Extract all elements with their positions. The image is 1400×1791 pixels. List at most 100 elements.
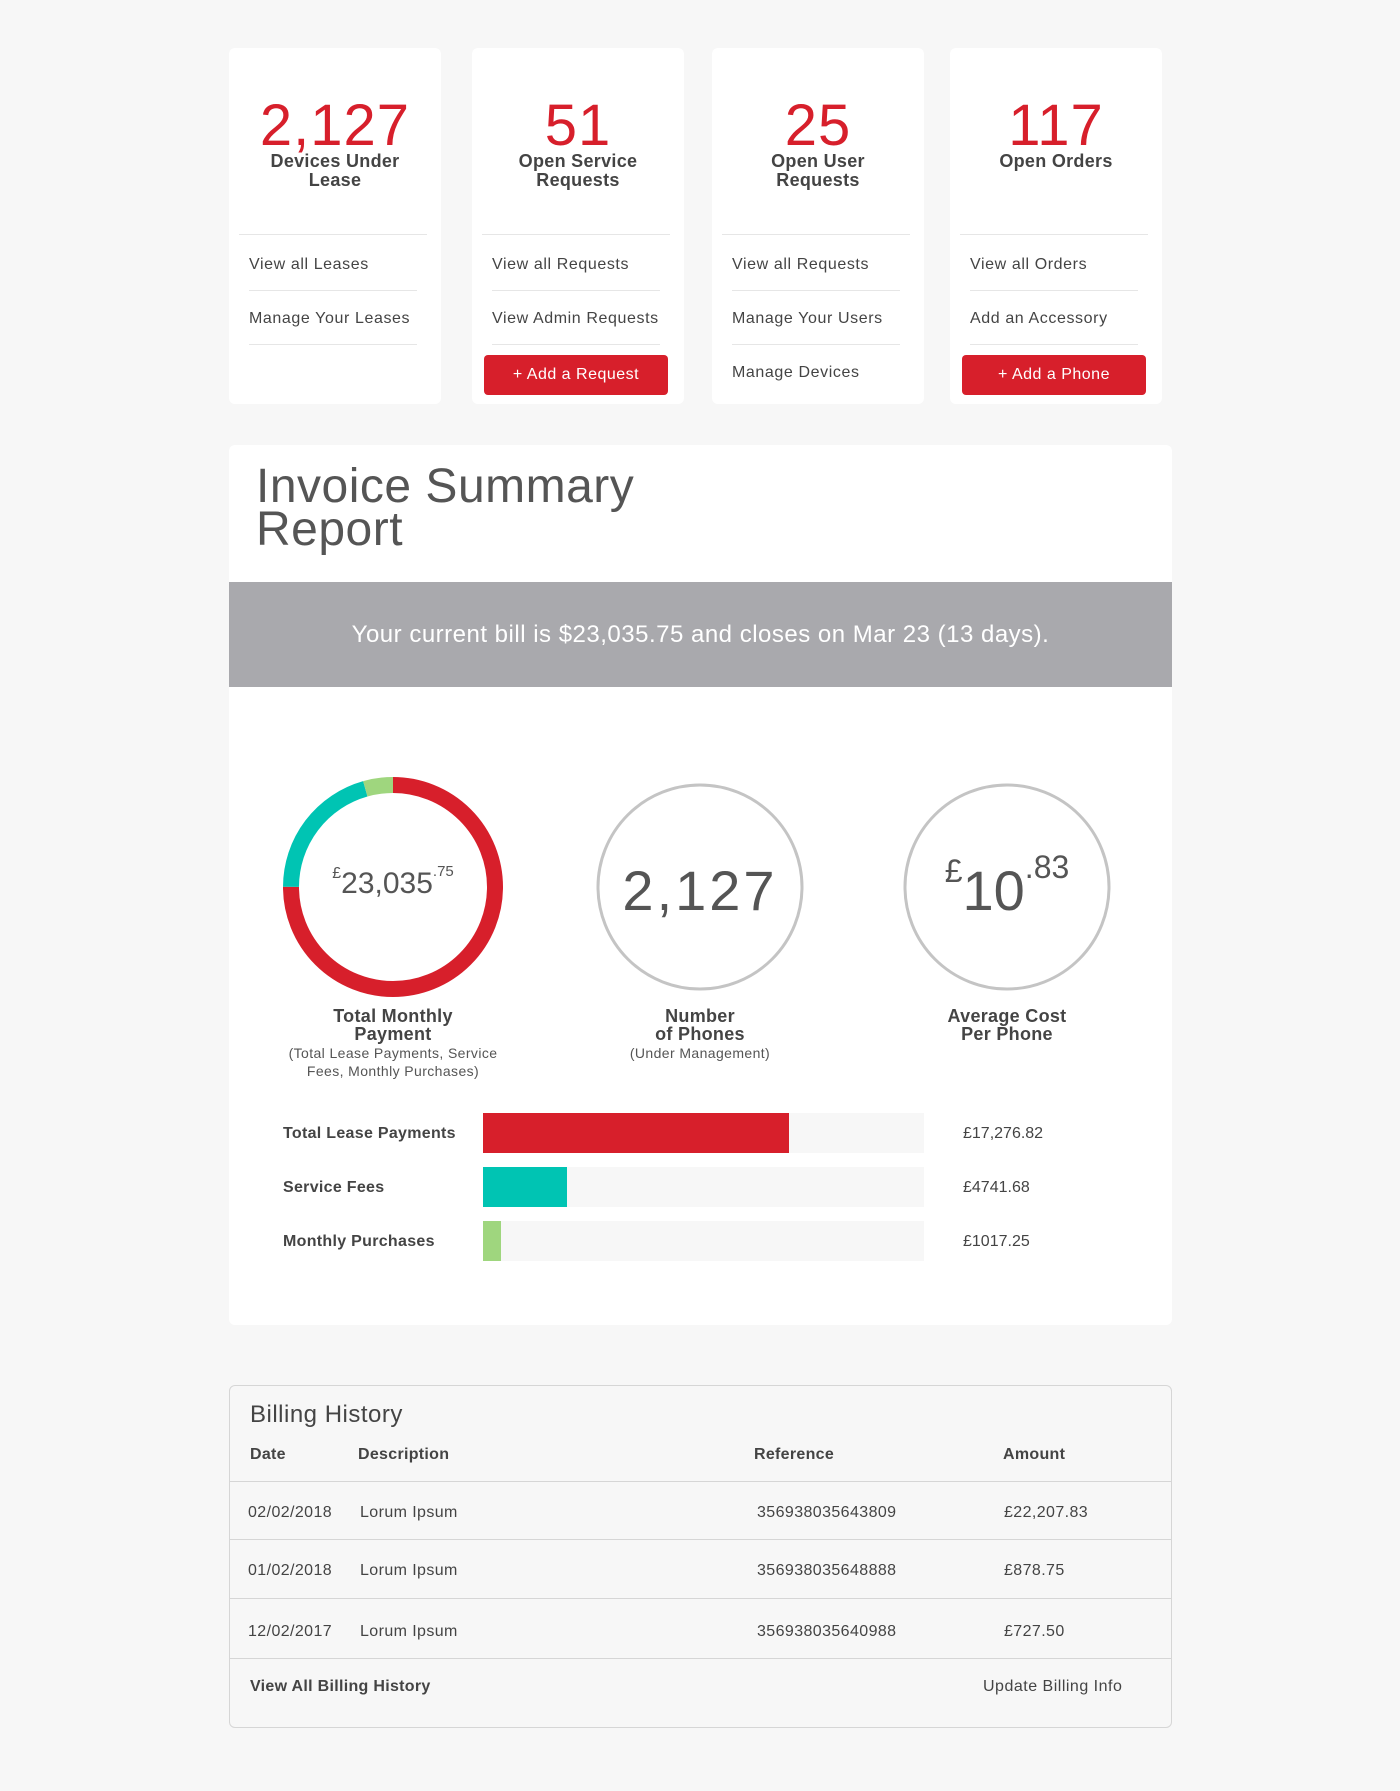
phones-count: 2,127 [622, 859, 778, 922]
divider [970, 344, 1138, 345]
devices-count: 2,127 [259, 93, 411, 158]
stat-card-devices: 2,127 Devices Under Lease View all Lease… [229, 48, 441, 404]
avg-ring [903, 783, 1111, 991]
invoice-summary-panel: Invoice Summary Report Your current bill… [229, 445, 1172, 1325]
add-accessory-link[interactable]: Add an Accessory [970, 310, 1108, 327]
devices-label: Devices Under Lease [270, 151, 400, 190]
row-date: 02/02/2018 [248, 1504, 333, 1521]
bar-label-lease: Total Lease Payments [283, 1125, 456, 1142]
total-label-line1: Total Monthly [333, 1006, 453, 1026]
phones-circle: 2,127 [595, 782, 805, 992]
bar-value-lease: £17,276.82 [963, 1125, 1044, 1142]
billing-title: Billing History [250, 1401, 403, 1428]
col-reference: Reference [754, 1446, 835, 1463]
divider [492, 344, 660, 345]
row-amount: £22,207.83 [1004, 1504, 1089, 1521]
divider [732, 344, 900, 345]
service-requests-label: Open Service Requests [518, 151, 638, 190]
current-bill-banner: Your current bill is $23,035.75 and clos… [229, 582, 1172, 687]
avg-cost-circle: £10.83 [902, 782, 1112, 992]
stat-card-user-requests: 25 Open User Requests View all Requests … [712, 48, 924, 404]
phones-ring [596, 783, 804, 991]
divider [732, 290, 900, 291]
divider [722, 234, 910, 235]
col-amount: Amount [1003, 1446, 1066, 1463]
divider [239, 234, 427, 235]
manage-leases-link[interactable]: Manage Your Leases [249, 310, 411, 327]
avg-label-line2: Per Phone [961, 1024, 1053, 1044]
row-date: 01/02/2018 [248, 1562, 333, 1579]
bar-lease [483, 1113, 789, 1153]
bar-value-service: £4741.68 [963, 1179, 1030, 1196]
phones-sublabel: (Under Management) [629, 1045, 771, 1061]
avg-whole: 10 [962, 859, 1025, 922]
divider [970, 290, 1138, 291]
view-admin-requests-link[interactable]: View Admin Requests [492, 310, 659, 327]
view-all-leases-link[interactable]: View all Leases [249, 256, 369, 273]
service-requests-count: 51 [544, 93, 612, 158]
divider [960, 234, 1148, 235]
avg-cost-label: Average Cost Per Phone [887, 1007, 1127, 1043]
invoice-title-line1: Invoice Summary [256, 460, 635, 513]
bar-label-service: Service Fees [283, 1179, 385, 1196]
row-divider [230, 1539, 1171, 1540]
invoice-title: Invoice Summary Report [256, 460, 856, 556]
row-description: Lorum Ipsum [360, 1504, 458, 1521]
row-divider [230, 1481, 1171, 1482]
total-currency: £ [332, 865, 342, 882]
bar-purchases [483, 1221, 501, 1261]
avg-cost-value: £10.83 [902, 849, 1112, 923]
avg-fraction: .83 [1024, 849, 1070, 886]
row-reference: 356938035640988 [757, 1623, 897, 1640]
stat-card-service-requests: 51 Open Service Requests View all Reques… [472, 48, 684, 404]
col-date: Date [250, 1446, 286, 1463]
phones-label: Number of Phones [580, 1007, 820, 1043]
total-label-line2: Payment [354, 1024, 432, 1044]
donut-segment-purchases [283, 777, 503, 997]
total-fraction: .75 [432, 863, 454, 880]
user-requests-count: 25 [784, 93, 852, 158]
bar-track-service [483, 1167, 924, 1207]
avg-currency: £ [944, 853, 963, 890]
row-description: Lorum Ipsum [360, 1623, 458, 1640]
view-all-user-requests-link[interactable]: View all Requests [732, 256, 870, 273]
row-date: 12/02/2017 [248, 1623, 333, 1640]
divider [249, 344, 417, 345]
invoice-title-line2: Report [256, 503, 404, 556]
total-payment-donut: £23,035.75 [281, 775, 505, 999]
add-request-button[interactable]: + Add a Request [484, 355, 668, 395]
view-all-orders-link[interactable]: View all Orders [970, 256, 1088, 273]
bar-track-lease [483, 1113, 924, 1153]
bar-service [483, 1167, 567, 1207]
total-payment-label: Total Monthly Payment [273, 1007, 513, 1043]
row-divider [230, 1658, 1171, 1659]
stat-card-orders: 117 Open Orders View all Orders Add an A… [950, 48, 1162, 404]
billing-history-panel: Billing History Date Description Referen… [229, 1385, 1172, 1728]
row-description: Lorum Ipsum [360, 1562, 458, 1579]
divider [249, 290, 417, 291]
divider [492, 290, 660, 291]
col-description: Description [358, 1446, 450, 1463]
update-billing-link[interactable]: Update Billing Info [983, 1678, 1123, 1695]
row-amount: £878.75 [1004, 1562, 1065, 1579]
view-all-requests-link[interactable]: View all Requests [492, 256, 630, 273]
row-reference: 356938035648888 [757, 1562, 897, 1579]
row-divider [230, 1598, 1171, 1599]
orders-label: Open Orders [999, 151, 1113, 171]
orders-count: 117 [1008, 93, 1104, 158]
manage-users-link[interactable]: Manage Your Users [732, 310, 883, 327]
view-all-billing-link[interactable]: View All Billing History [250, 1678, 431, 1695]
total-payment-sublabel: (Total Lease Payments, Service Fees, Mon… [273, 1044, 513, 1080]
total-whole: 23,035 [341, 867, 433, 900]
total-sub-line2: Fees, Monthly Purchases) [306, 1063, 480, 1079]
divider [482, 234, 670, 235]
row-amount: £727.50 [1004, 1623, 1065, 1640]
donut-chart [283, 777, 503, 997]
total-sub-line1: (Total Lease Payments, Service [288, 1045, 498, 1061]
phones-label-line2: of Phones [655, 1024, 745, 1044]
bar-label-purchases: Monthly Purchases [283, 1233, 435, 1250]
add-phone-button[interactable]: + Add a Phone [962, 355, 1146, 395]
bar-value-purchases: £1017.25 [963, 1233, 1030, 1250]
manage-devices-link[interactable]: Manage Devices [732, 364, 860, 381]
total-payment-value: £23,035.75 [281, 863, 505, 901]
